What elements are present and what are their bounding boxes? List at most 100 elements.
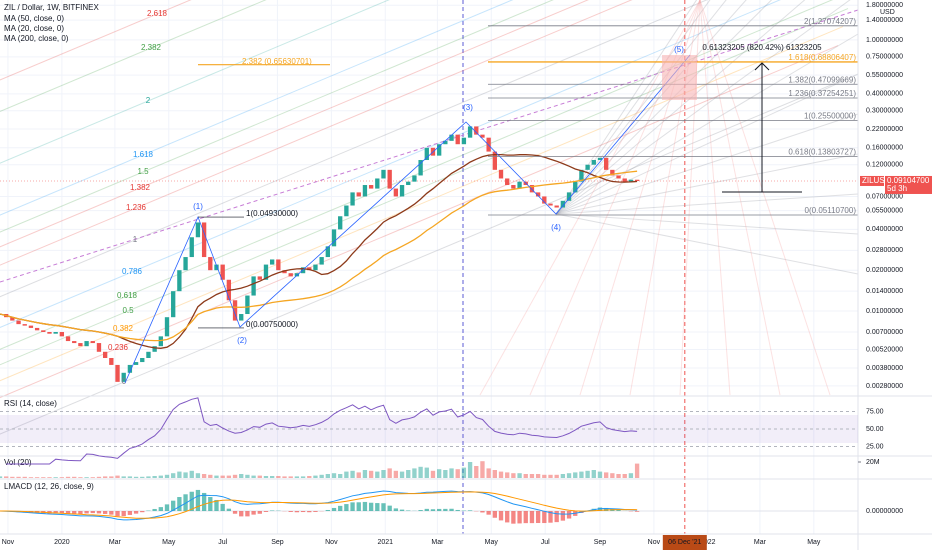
macd-histogram [567,511,571,519]
target-zone [662,55,697,100]
rsi-tick-label: 25.00 [866,443,884,450]
macd-histogram [78,511,82,514]
volume-bar [128,476,132,478]
macd-histogram [122,511,126,516]
volume-bar [388,468,392,478]
macd-histogram [270,510,274,511]
indicator-label: MA (20, close, 0) [4,24,64,33]
volume-tick-label: 20M [866,459,880,466]
macd-histogram [375,503,379,511]
candle [357,192,361,196]
volume-bar [394,471,398,478]
time-tick-label: May [807,539,821,546]
candle [375,178,379,188]
candle [72,341,76,343]
candle [332,229,336,246]
candle [97,343,101,352]
fib-label: 1.618(0.68806407) [788,53,856,62]
wave-label: (2) [237,336,247,345]
currency: USD [880,9,895,16]
macd-histogram [227,509,231,511]
volume-bar [214,476,218,478]
price-tick-label: 0.00280000 [866,383,903,390]
macd-histogram [338,506,342,511]
price-tick-label: 0.30000000 [866,108,903,115]
macd-histogram [456,510,460,511]
price-tick-label: 0.05500000 [866,207,903,214]
price-tick-label: 0.01400000 [866,288,903,295]
candle [381,170,385,179]
volume-bar [270,476,274,478]
fib-level-label: 1.5 [137,167,149,176]
macd-histogram [221,504,225,511]
volume-bar [122,476,126,478]
macd-histogram [165,504,169,511]
macd-histogram [561,511,565,521]
macd-histogram [431,509,435,511]
macd-histogram [530,511,534,523]
volume-bar [134,477,138,478]
macd-histogram [344,504,348,511]
volume-bar [456,469,460,478]
candle [369,185,373,189]
volume-bar [10,477,14,478]
volume-bar [548,475,552,478]
price-tick-label: 1.40000000 [866,17,903,24]
candle [425,148,429,160]
candle [171,291,175,317]
volume-bar [165,475,169,478]
volume-bar [233,475,237,478]
volume-bar [84,477,88,478]
volume-bar [505,472,509,478]
macd-histogram [480,511,484,512]
candle [289,273,293,276]
volume-bar [579,472,583,478]
volume-bar [530,474,534,478]
volume-bar [152,476,156,478]
volume-bar [29,477,33,478]
macd-histogram [91,511,95,513]
volume-bar [350,471,354,478]
volume-bar [363,470,367,478]
macd-histogram [97,511,101,513]
candle [251,276,255,295]
candle [548,204,552,206]
volume-bar [561,474,565,478]
volume-bar [41,477,45,478]
macd-histogram [134,511,138,514]
volume-bar [54,477,58,478]
volume-bar [369,471,373,478]
volume-bar [425,468,429,478]
volume-bar [190,471,194,478]
fib-level-label: 2.618 [147,9,168,18]
fib-label: 0.618(0.13803727) [788,148,856,157]
candle [54,332,58,334]
volume-bar [276,476,280,478]
volume-bar [542,475,546,478]
price-tick-label: 0.75000000 [866,54,903,61]
rsi-tick-label: 50.00 [866,426,884,433]
macd-histogram [369,503,373,511]
macd-histogram [332,508,336,511]
pane-title: Vol (20) [4,458,32,467]
candle [29,326,33,328]
macd-histogram [264,511,268,512]
volume-bar [140,477,144,478]
time-tick-label: Nov [325,539,338,546]
volume-bar [437,469,441,478]
wave-label: (4) [551,223,561,232]
candle [276,259,280,270]
volume-bar [616,474,620,478]
pane-title: LMACD (12, 26, close, 9) [4,482,94,491]
volume-bar [115,476,119,478]
volume-bar [610,473,614,478]
macd-histogram [289,511,293,512]
volume-bar [301,476,305,478]
volume-bar [480,461,484,478]
candle [319,257,323,265]
price-tick-label: 0.12000000 [866,162,903,169]
volume-bar [592,470,596,478]
price-tick-label: 0.02000000 [866,267,903,274]
macd-histogram [350,502,354,511]
